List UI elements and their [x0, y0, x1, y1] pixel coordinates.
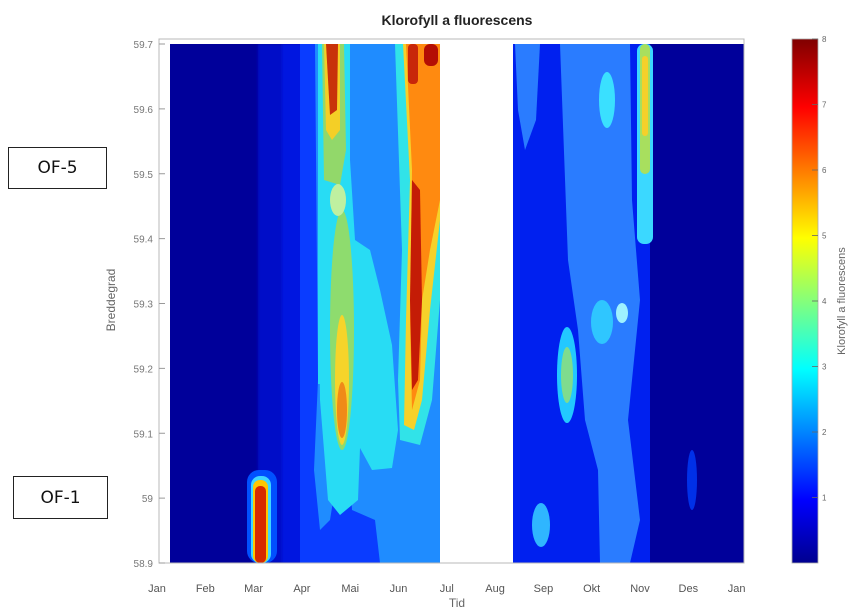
x-tick-label: Apr	[293, 583, 310, 595]
station-label-of-1: OF-1	[13, 476, 108, 519]
x-axis-label: Tid	[449, 596, 465, 610]
contour-sep-bottom	[532, 503, 550, 547]
y-tick-label: 59.4	[134, 235, 154, 246]
contour-jun-top-red	[424, 44, 438, 66]
contour-sep-green	[561, 347, 573, 403]
contour-okt-blob	[591, 300, 613, 344]
x-tick-label: Sep	[534, 583, 554, 595]
colorbar-tick-label: 1	[822, 494, 827, 503]
colorbar-tick-label: 3	[822, 363, 827, 372]
contour-apr-top-red	[326, 44, 338, 115]
x-tick-label: Feb	[196, 583, 215, 595]
chart-title: Klorofyll a fluorescens	[382, 12, 533, 28]
contour-jun-red	[410, 180, 422, 390]
y-tick-label: 59.3	[134, 300, 154, 311]
contour-jun-top-orange	[408, 44, 418, 84]
colorbar-tick-label: 7	[822, 101, 827, 110]
axes-frame	[158, 38, 745, 564]
plot-area	[170, 44, 744, 563]
y-tick-label: 59.5	[134, 170, 154, 181]
y-tick-label: 59.1	[134, 429, 154, 440]
contour-okt-top	[599, 72, 615, 128]
contour-mar-red	[255, 486, 266, 563]
x-tick-label: Aug	[485, 583, 505, 595]
x-tick-label: Nov	[630, 583, 650, 595]
colorbar-tick-label: 2	[822, 428, 827, 437]
x-tick-label: Des	[679, 583, 699, 595]
y-tick-label: 59.7	[134, 40, 154, 51]
x-tick-label: Jul	[440, 583, 454, 595]
x-tick-label: Okt	[583, 583, 600, 595]
contour-nov-col-yellow	[642, 56, 648, 136]
x-tick-label: Mar	[244, 583, 263, 595]
no-data-gap	[440, 44, 513, 563]
y-tick-label: 59	[142, 494, 154, 505]
contour-may-left-cyan	[330, 184, 346, 216]
colorbar-label: Klorofyll a fluorescens	[836, 247, 848, 355]
y-tick-label: 58.9	[134, 559, 154, 570]
contour-des-blob	[687, 450, 697, 510]
contour-may-orange	[337, 382, 347, 438]
contour-okt-small	[616, 303, 628, 323]
colorbar-tick-label: 4	[822, 297, 827, 306]
colorbar-tick-label: 5	[822, 232, 827, 241]
x-axis: Jan Feb Mar Apr Mai Jun Jul Aug Sep Okt Nov Des Jan	[148, 583, 745, 595]
x-tick-label: Jan	[728, 583, 746, 595]
station-label-of-5: OF-5	[8, 147, 107, 189]
contour-autumn-lightblue-2	[515, 44, 540, 150]
y-tick-label: 59.6	[134, 105, 154, 116]
colorbar-tick-label: 6	[822, 166, 827, 175]
y-tick-label: 59.2	[134, 364, 154, 375]
x-tick-label: Jun	[390, 583, 408, 595]
colorbar-ticks: 1 2 3 4 5 6 7 8	[812, 35, 827, 503]
y-axis: 58.9 59 59.1 59.2 59.3 59.4 59.5 59.6 59.7	[134, 40, 165, 570]
x-tick-label: Jan	[148, 583, 166, 595]
y-axis-label: Breddegrad	[104, 269, 118, 332]
x-tick-label: Mai	[341, 583, 359, 595]
colorbar-tick-label: 8	[822, 35, 827, 44]
